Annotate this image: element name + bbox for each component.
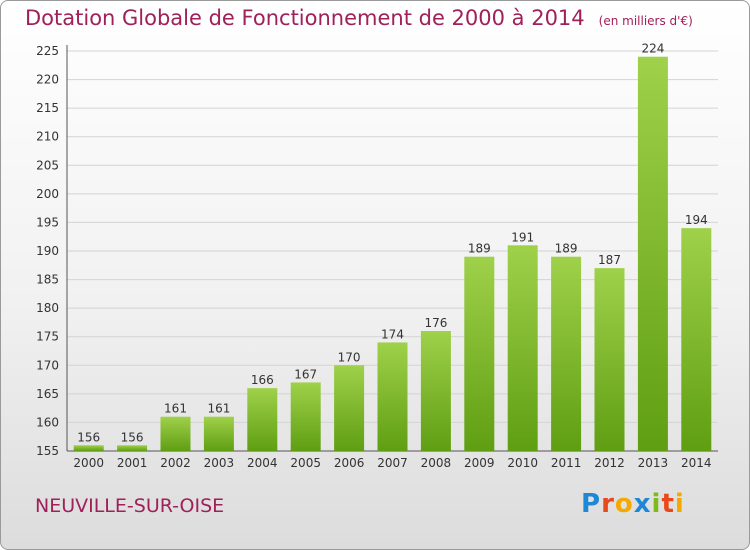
x-tick-label: 2012 [594, 456, 625, 470]
bar [203, 416, 234, 451]
bar [73, 445, 104, 451]
data-label: 156 [77, 430, 100, 444]
data-label: 224 [641, 42, 664, 56]
logo-letter: P [581, 489, 602, 519]
chart-unit: (en milliers d'€) [598, 14, 693, 28]
bar [637, 56, 668, 451]
y-tick-label: 155 [36, 444, 59, 458]
data-label: 156 [121, 430, 144, 444]
bar [420, 331, 451, 451]
commune-name: NEUVILLE-SUR-OISE [35, 495, 225, 517]
chart-title-text: Dotation Globale de Fonctionnement de 20… [25, 6, 585, 30]
x-tick-label: 2005 [290, 456, 321, 470]
data-labels: 156 156 161 161 166 167 170 174 176 189 191 189 187 2… [77, 42, 708, 445]
data-label: 161 [164, 402, 187, 416]
logo-letter: i [651, 489, 662, 519]
y-tick-label: 215 [36, 101, 59, 115]
y-tick-labels: 155 160 165 170 175 180 185 190 195 200 205 210 215 2… [36, 44, 59, 458]
y-tick-label: 180 [36, 301, 59, 315]
bar [377, 342, 408, 451]
x-tick-label: 2008 [421, 456, 452, 470]
bars [73, 56, 712, 451]
x-tick-label: 2004 [247, 456, 278, 470]
x-tick-label: 2001 [117, 456, 148, 470]
x-tick-label: 2010 [507, 456, 538, 470]
data-label: 187 [598, 253, 621, 267]
y-tick-label: 195 [36, 215, 59, 229]
bar [160, 416, 191, 451]
logo-letter: t [661, 489, 675, 519]
data-label: 166 [251, 373, 274, 387]
logo-letter: o [614, 489, 634, 519]
x-tick-label: 2011 [551, 456, 582, 470]
y-tick-label: 200 [36, 187, 59, 201]
bar [681, 228, 712, 451]
x-tick-label: 2000 [73, 456, 104, 470]
data-label: 170 [338, 350, 361, 364]
chart-title: Dotation Globale de Fonctionnement de 20… [25, 6, 693, 30]
x-tick-label: 2009 [464, 456, 495, 470]
data-label: 174 [381, 327, 404, 341]
x-tick-labels: 2000 2001 2002 2003 2004 2005 2006 2007 2008 2009… [73, 456, 711, 470]
data-label: 191 [511, 230, 534, 244]
data-label: 176 [424, 316, 447, 330]
bar [247, 388, 278, 451]
data-label: 189 [468, 242, 491, 256]
x-tick-label: 2013 [638, 456, 669, 470]
x-tick-label: 2003 [204, 456, 235, 470]
y-tick-label: 160 [36, 415, 59, 429]
x-tick-label: 2014 [681, 456, 712, 470]
x-tick-label: 2006 [334, 456, 365, 470]
y-tick-label: 205 [36, 158, 59, 172]
y-tick-label: 210 [36, 130, 59, 144]
logo-letter: i [674, 489, 685, 519]
bar [290, 382, 321, 451]
y-tick-label: 170 [36, 358, 59, 372]
proxiti-logo: Proxiti [581, 489, 685, 519]
y-tick-label: 220 [36, 73, 59, 87]
data-label: 161 [207, 402, 230, 416]
bar [464, 256, 495, 451]
logo-letter: r [601, 489, 615, 519]
y-tick-label: 185 [36, 273, 59, 287]
logo-letter: x [633, 489, 652, 519]
x-tick-label: 2007 [377, 456, 408, 470]
bar [334, 365, 365, 451]
y-tick-label: 225 [36, 44, 59, 58]
bar [507, 245, 538, 451]
data-label: 194 [685, 213, 708, 227]
y-tick-label: 165 [36, 387, 59, 401]
bar [594, 268, 625, 451]
data-label: 189 [555, 242, 578, 256]
data-label: 167 [294, 367, 317, 381]
y-tick-label: 175 [36, 330, 59, 344]
x-tick-label: 2002 [160, 456, 191, 470]
bar [117, 445, 148, 451]
y-tick-label: 190 [36, 244, 59, 258]
bar [551, 256, 582, 451]
